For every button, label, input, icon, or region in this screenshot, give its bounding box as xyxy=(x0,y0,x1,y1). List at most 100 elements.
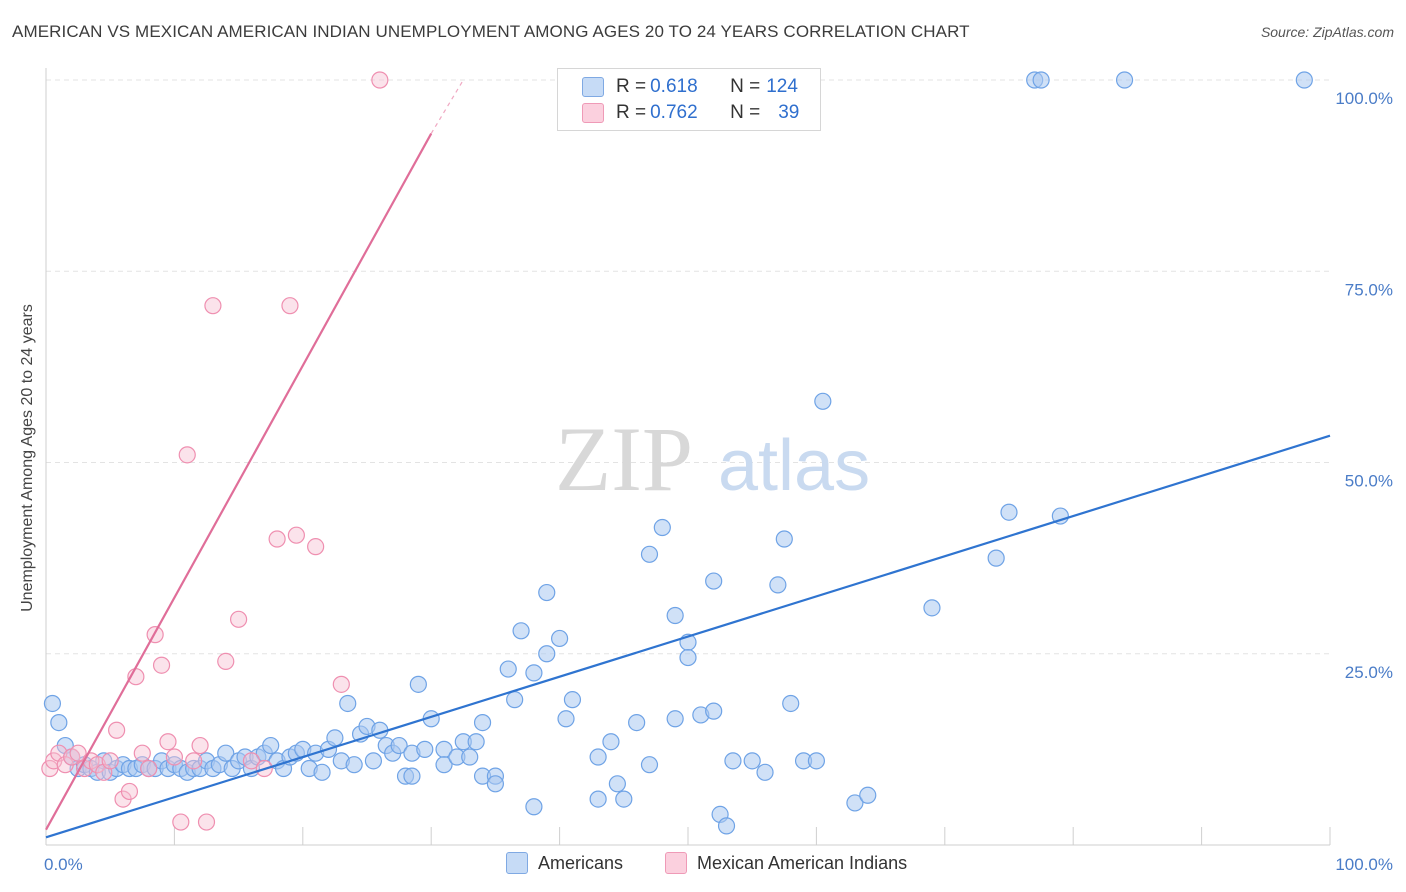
americans-point xyxy=(339,694,357,713)
y-tick-label: 100.0% xyxy=(1335,89,1393,108)
legend-row-americans: R = 0.618 N = 124 xyxy=(582,75,798,99)
americans-point xyxy=(557,710,575,728)
mexican-american-indian-point xyxy=(242,752,261,770)
mexican-american-indian-point xyxy=(230,610,248,628)
tick-labels: 25.0% 50.0% 75.0% 100.0% 0.0% 100.0% xyxy=(44,89,1393,874)
mexican-american-indian-point xyxy=(185,752,203,770)
americans-point xyxy=(525,798,543,816)
correlation-legend: R = 0.618 N = 124 R = 0.762 N = 39 xyxy=(557,68,821,131)
n-value: 124 xyxy=(766,76,798,97)
americans-point xyxy=(615,790,633,808)
r-value: 0.618 xyxy=(650,76,698,97)
legend-mexican-label: Mexican American Indians xyxy=(697,852,908,873)
mexican-american-indian-point xyxy=(191,736,209,755)
mexican-american-indian-point xyxy=(268,530,286,548)
legend-mexican: Mexican American Indians xyxy=(665,852,907,874)
americans-point xyxy=(923,599,941,617)
americans-point xyxy=(467,733,485,751)
mexican-american-indian-point xyxy=(332,675,350,693)
legend-swatch-mexican xyxy=(582,103,604,123)
americans-point xyxy=(403,767,421,785)
americans-point xyxy=(512,622,530,640)
r-label: R = xyxy=(616,76,647,97)
americans-point xyxy=(987,549,1005,567)
americans-point xyxy=(43,694,62,713)
americans-point xyxy=(416,740,434,758)
mexican-american-indian-point xyxy=(140,759,158,778)
legend-americans-swatch xyxy=(506,852,528,874)
americans-point xyxy=(538,645,556,663)
americans-point xyxy=(589,790,607,808)
mexican-american-indian-points xyxy=(41,71,389,831)
americans-point xyxy=(666,710,684,728)
mexican-trend-line xyxy=(45,133,433,831)
americans-point xyxy=(563,691,582,709)
mexican-american-indian-point xyxy=(307,538,325,556)
n-label: N = xyxy=(730,76,761,97)
americans-point xyxy=(525,664,543,682)
mexican-american-indian-point xyxy=(371,71,389,89)
americans-point xyxy=(846,794,864,812)
americans-point xyxy=(589,748,607,766)
americans-point xyxy=(602,733,620,751)
americans-point xyxy=(724,752,742,770)
mexican-american-indian-point xyxy=(165,748,183,766)
americans-point xyxy=(345,756,363,774)
chart-title: AMERICAN VS MEXICAN AMERICAN INDIAN UNEM… xyxy=(12,22,970,41)
americans-point xyxy=(666,606,684,625)
legend-americans: Americans xyxy=(506,852,623,874)
americans-point xyxy=(859,786,877,804)
r-label: R = xyxy=(616,102,647,123)
americans-point xyxy=(1032,71,1050,89)
mexican-american-indian-point xyxy=(178,446,196,464)
americans-point xyxy=(628,713,646,732)
mexican-american-indian-point xyxy=(69,744,87,762)
americans-point xyxy=(409,675,427,693)
americans-point xyxy=(782,694,800,713)
americans-trend-line xyxy=(45,434,1331,839)
mexican-american-indian-point xyxy=(281,297,299,315)
mexican-american-indian-point xyxy=(287,526,305,544)
mexican-american-indian-point xyxy=(120,782,139,801)
americans-point xyxy=(550,629,569,648)
americans-point xyxy=(217,744,235,762)
grid-lines xyxy=(46,79,1330,655)
americans-point xyxy=(640,756,659,774)
americans-point xyxy=(743,752,761,770)
mexican-american-indian-point xyxy=(197,813,216,831)
axes xyxy=(45,68,1331,846)
x-tick-label: 0.0% xyxy=(44,855,83,874)
legend-americans-label: Americans xyxy=(538,852,624,873)
americans-point xyxy=(390,736,408,755)
americans-point xyxy=(653,518,671,537)
mexican-american-indian-point xyxy=(204,297,222,315)
americans-point xyxy=(814,392,832,410)
mexican-american-indian-point xyxy=(172,813,190,831)
americans-point xyxy=(262,736,280,755)
americans-point xyxy=(364,752,383,770)
americans-point xyxy=(538,583,556,602)
y-tick-label: 75.0% xyxy=(1345,280,1393,299)
americans-point xyxy=(461,748,479,766)
americans-point xyxy=(608,775,626,793)
legend-row-mexican: R = 0.762 N = 39 xyxy=(582,101,799,125)
americans-point xyxy=(705,572,723,590)
mexican-american-indian-point xyxy=(152,656,171,674)
americans-point xyxy=(679,648,697,667)
americans-point xyxy=(775,530,793,548)
y-tick-label: 50.0% xyxy=(1345,472,1393,491)
americans-point xyxy=(326,729,344,747)
trend-lines xyxy=(45,79,1331,839)
x-tick-label: 100.0% xyxy=(1335,855,1393,874)
mexican-trend-line-dashed xyxy=(430,79,464,134)
americans-point xyxy=(640,545,659,563)
r-value: 0.762 xyxy=(650,102,698,123)
americans-point xyxy=(1000,503,1018,521)
americans-point xyxy=(499,660,517,678)
watermark-atlas: atlas xyxy=(718,426,870,506)
legend-mexican-swatch xyxy=(665,852,687,874)
mexican-american-indian-point xyxy=(159,733,177,751)
americans-point xyxy=(435,756,453,774)
watermark: ZIP atlas xyxy=(555,408,870,510)
